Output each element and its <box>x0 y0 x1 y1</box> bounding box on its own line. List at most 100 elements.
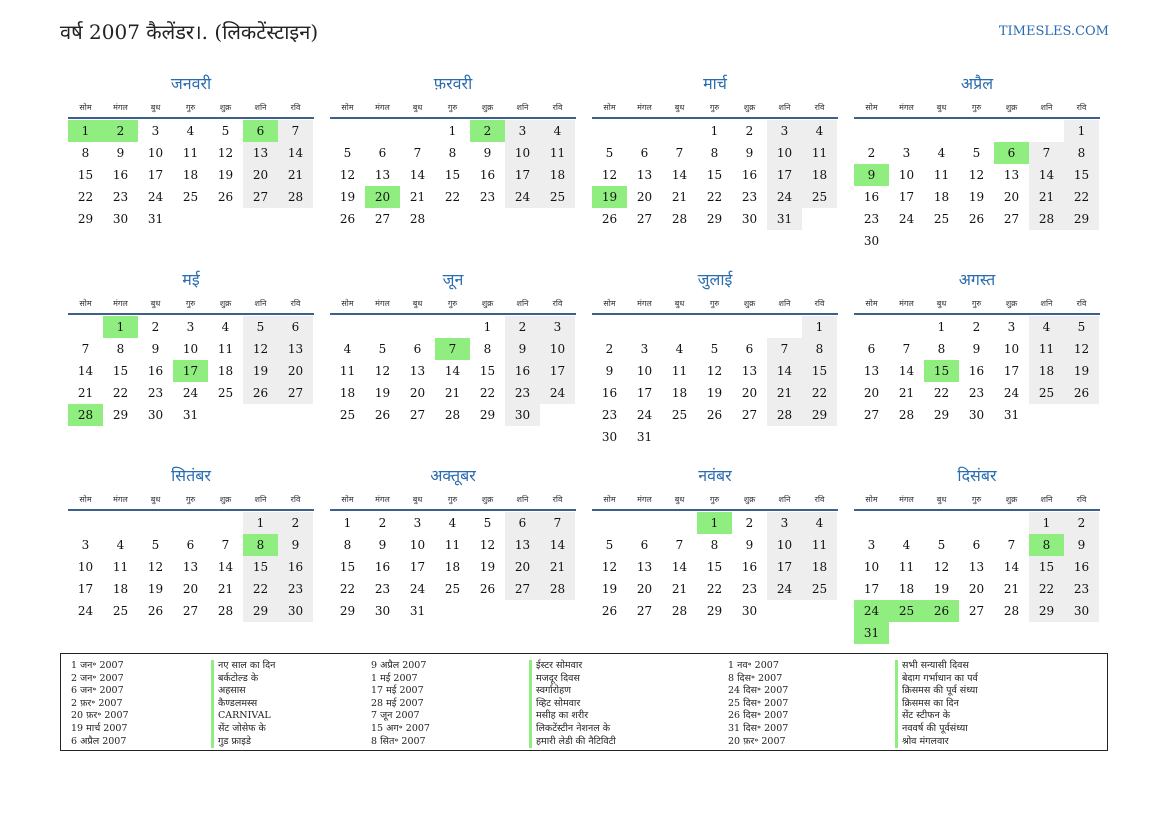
day-cell: 27 <box>374 212 391 226</box>
day-cell: 8 <box>710 146 719 160</box>
day-cell: 7 <box>221 538 230 552</box>
day-cell: 24 <box>898 212 915 226</box>
day-cell: 9 <box>1064 534 1099 556</box>
day-cell: 3 <box>413 516 422 530</box>
weekday-label: बुध <box>150 103 161 112</box>
day-grid: 1 2 3 4 5 6 7 8 9 10 11 12 13 14 15 16 17 18 19 20 21 22 23 24 2… <box>330 120 576 230</box>
day-cell: 15 <box>1029 556 1064 578</box>
day-cell: 12 <box>243 338 278 360</box>
day-cell: 17 <box>147 168 164 182</box>
weekday-label: गुरु <box>185 495 196 504</box>
month-name: दिसंबर <box>957 466 997 485</box>
day-cell: 5 <box>243 316 278 338</box>
weekday-label: गुरु <box>185 299 196 308</box>
day-cell: 17 <box>409 560 426 574</box>
day-cell: 9 <box>505 338 540 360</box>
weekday-label: शनि <box>254 103 267 112</box>
site-link[interactable]: TIMESLES.COM <box>998 24 1109 39</box>
weekday-label: मंगल <box>899 495 914 504</box>
day-cell: 11 <box>444 538 461 552</box>
day-cell: 17 <box>767 164 802 186</box>
weekday-label: मंगल <box>899 299 914 308</box>
weekday-label: गुरु <box>709 495 720 504</box>
day-cell: 19 <box>706 386 723 400</box>
legend-date: 20 फ़र॰ 2007 <box>728 735 786 747</box>
holiday-day-cell: 9 <box>854 164 889 186</box>
day-cell: 27 <box>409 408 426 422</box>
legend-holiday-name: लिकटेंस्टीन नेशनल के <box>529 722 616 736</box>
day-cell: 18 <box>540 164 575 186</box>
empty-cell <box>365 316 400 338</box>
holiday-day-cell: 6 <box>243 120 278 142</box>
day-cell: 25 <box>217 386 234 400</box>
weekday-label: रवि <box>814 299 825 308</box>
day-cell: 14 <box>671 168 688 182</box>
day-cell: 21 <box>1003 582 1020 596</box>
empty-cell <box>767 316 802 338</box>
day-cell: 21 <box>77 386 94 400</box>
month-name: जून <box>442 270 464 289</box>
day-cell: 13 <box>1003 168 1020 182</box>
day-cell: 16 <box>278 556 313 578</box>
day-cell: 7 <box>413 146 422 160</box>
day-cell: 31 <box>147 212 164 226</box>
day-cell: 2 <box>505 316 540 338</box>
day-cell: 16 <box>147 364 164 378</box>
day-cell: 5 <box>378 342 387 356</box>
weekday-label: रवि <box>552 103 563 112</box>
day-cell: 19 <box>374 386 391 400</box>
day-cell: 2 <box>1064 512 1099 534</box>
day-cell: 26 <box>968 212 985 226</box>
legend-date: 26 दिस॰ 2007 <box>728 710 789 722</box>
day-cell: 23 <box>147 386 164 400</box>
day-cell: 4 <box>802 120 837 142</box>
weekday-label: मंगल <box>637 103 652 112</box>
day-cell: 23 <box>741 582 758 596</box>
day-cell: 24 <box>767 578 802 600</box>
day-cell: 9 <box>972 342 981 356</box>
day-cell: 10 <box>540 338 575 360</box>
day-cell: 29 <box>339 604 356 618</box>
empty-cell <box>854 120 889 142</box>
month-calendar: अक्तूबर सोम मंगल बुध गुरु शुक्र शनि रवि 1 2 3 4 5 6 7 8… <box>330 464 576 660</box>
day-cell: 27 <box>968 604 985 618</box>
weekday-label: शनि <box>1040 495 1053 504</box>
day-grid: 1 2 3 4 5 6 7 8 9 10 11 12 13 14 15 16 17 18 19 20 21 22 23 24 2… <box>330 512 576 622</box>
day-cell: 30 <box>505 404 540 426</box>
day-cell: 19 <box>243 360 278 382</box>
legend-date: 1 नव॰ 2007 <box>728 660 779 671</box>
weekday-label: रवि <box>290 495 301 504</box>
day-cell: 15 <box>706 168 723 182</box>
weekday-label: रवि <box>1076 299 1087 308</box>
day-cell: 22 <box>1064 186 1099 208</box>
holiday-day-cell: 26 <box>924 600 959 622</box>
day-cell: 16 <box>863 190 880 204</box>
day-cell: 17 <box>1003 364 1020 378</box>
day-cell: 29 <box>479 408 496 422</box>
month-calendar: जनवरी सोम मंगल बुध गुरु शुक्र शनि रवि 1 2 3 4 5 6 7 8 9 1… <box>68 72 314 268</box>
month-calendar: मार्च सोम मंगल बुध गुरु शुक्र शनि रवि 1 2 3 4 5 6 7 8 9 1… <box>592 72 838 268</box>
day-cell: 17 <box>898 190 915 204</box>
empty-cell <box>400 120 435 142</box>
day-cell: 10 <box>182 342 199 356</box>
weekday-label: शुक्र <box>1005 103 1018 112</box>
legend-holiday-name: सभी सन्यासी दिवस <box>895 660 978 673</box>
day-cell: 12 <box>217 146 234 160</box>
weekday-label: शनि <box>516 299 529 308</box>
empty-cell <box>103 512 138 534</box>
weekday-label: सोम <box>79 495 92 504</box>
weekday-label: शनि <box>1040 103 1053 112</box>
weekday-header: सोम मंगल बुध गुरु शुक्र शनि रवि <box>330 98 576 119</box>
legend-holiday-name: क्रिसमस की पूर्व संध्या <box>895 685 978 698</box>
day-cell: 23 <box>1064 578 1099 600</box>
day-cell: 21 <box>767 382 802 404</box>
day-cell: 3 <box>151 124 160 138</box>
weekday-label: गुरु <box>447 495 458 504</box>
day-cell: 3 <box>767 512 802 534</box>
day-cell: 30 <box>863 234 880 248</box>
empty-cell <box>994 512 1029 534</box>
day-cell: 3 <box>505 120 540 142</box>
holiday-day-cell: 19 <box>592 186 627 208</box>
holiday-day-cell: 7 <box>435 338 470 360</box>
day-cell: 21 <box>671 582 688 596</box>
